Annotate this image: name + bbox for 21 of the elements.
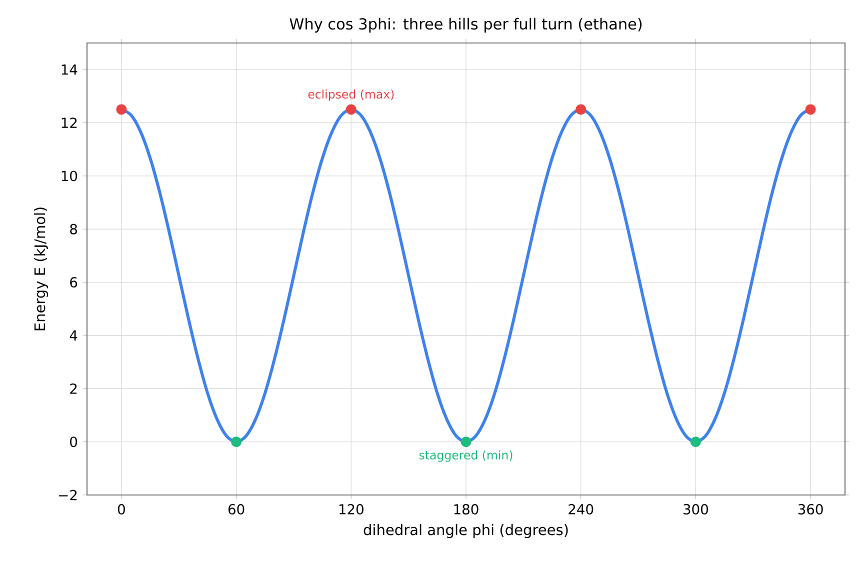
x-tick-label: 240	[568, 504, 594, 515]
x-axis-title: dihedral angle phi (degrees)	[364, 524, 568, 538]
y-tick-label: 2	[70, 383, 77, 394]
y-axis-title: Energy E (kJ/mol)	[34, 208, 48, 330]
chart-title: Why cos 3phi: three hills per full turn (ethane)	[290, 18, 642, 33]
x-tick-label: 180	[454, 504, 478, 515]
annotation: eclipsed (max)	[308, 90, 394, 101]
y-tick-label: 4	[70, 330, 78, 341]
y-tick-label: 10	[62, 170, 78, 182]
annotation: staggered (min)	[419, 450, 512, 462]
y-tick-label: 12	[62, 118, 77, 128]
x-tick-label: 0	[118, 504, 125, 515]
y-tick-label: 14	[62, 64, 78, 75]
x-tick-label: 360	[798, 504, 823, 515]
x-tick-label: 120	[339, 504, 364, 515]
y-tick-label: 0	[70, 436, 78, 448]
x-tick-label: 300	[684, 504, 708, 515]
x-tick-label: 60	[228, 504, 244, 515]
y-tick-label: 8	[70, 224, 78, 234]
y-tick-label: −2	[59, 490, 77, 500]
y-tick-label: 6	[70, 277, 78, 288]
